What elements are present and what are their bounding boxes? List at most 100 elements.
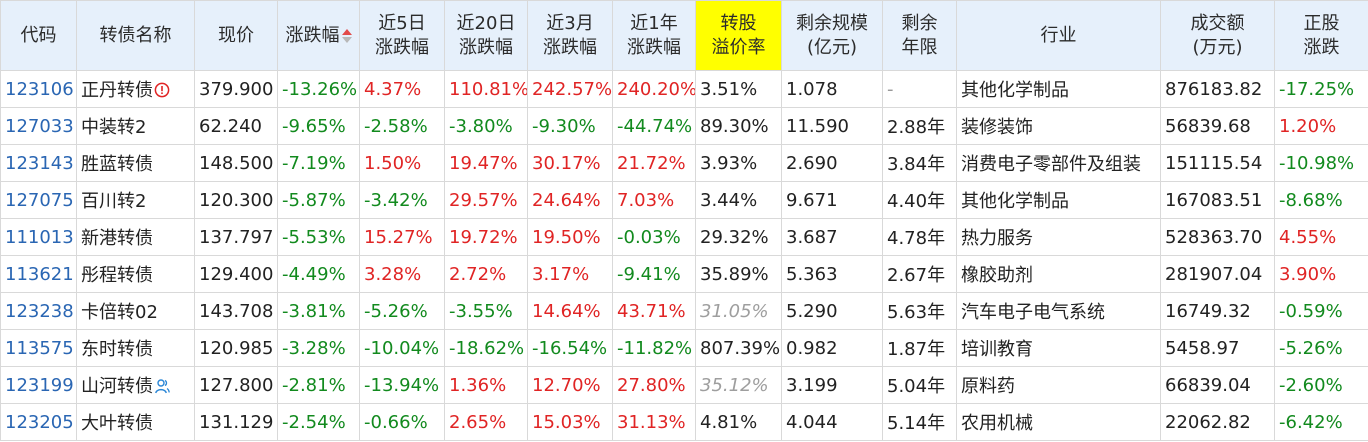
cell-price: 379.900: [194, 70, 278, 108]
cell-code[interactable]: 113621: [0, 255, 77, 293]
cell-code[interactable]: 123238: [0, 292, 77, 330]
column-header-chg1y[interactable]: 近1年 涨跌幅: [612, 0, 696, 71]
cell-code[interactable]: 127075: [0, 181, 77, 219]
table-row[interactable]: 123143 胜蓝转债 148.500 -7.19% 1.50% 19.47% 30.17%…: [0, 144, 1368, 182]
column-header-chg20d[interactable]: 近20日 涨跌幅: [444, 0, 528, 71]
column-header-sublabel: (亿元): [806, 36, 858, 58]
cell-price: 127.800: [194, 366, 278, 404]
cell-code[interactable]: 113575: [0, 329, 77, 367]
cell-change-3m: 24.64%: [527, 181, 613, 219]
cell-change-20d: 110.81%: [444, 70, 528, 108]
column-header-chg[interactable]: 涨跌幅: [277, 0, 360, 71]
column-header-turnover[interactable]: 成交额 (万元): [1160, 0, 1275, 71]
cell-code[interactable]: 123199: [0, 366, 77, 404]
cell-change-20d: 2.65%: [444, 403, 528, 441]
cell-industry: 农用机械: [956, 403, 1161, 441]
cell-industry: 培训教育: [956, 329, 1161, 367]
cell-change-20d: 19.47%: [444, 144, 528, 182]
cell-change-5d: 3.28%: [359, 255, 445, 293]
cell-stock-change: -10.98%: [1274, 144, 1368, 182]
cell-change: -2.81%: [277, 366, 360, 404]
column-header-premium[interactable]: 转股 溢价率: [695, 0, 782, 71]
table-row[interactable]: 123238 卡倍转02 143.708 -3.81% -5.26% -3.55% 14.6…: [0, 292, 1368, 330]
column-header-price[interactable]: 现价: [194, 0, 278, 71]
column-header-sublabel: (万元): [1192, 36, 1243, 58]
cell-bond-name[interactable]: 卡倍转02: [76, 292, 195, 330]
table-row[interactable]: 123205 大叶转债 131.129 -2.54% -0.66% 2.65% 15.03%…: [0, 403, 1368, 441]
column-header-name[interactable]: 转债名称: [76, 0, 195, 71]
cell-code[interactable]: 123106: [0, 70, 77, 108]
column-header-stock_chg[interactable]: 正股 涨跌: [1274, 0, 1368, 71]
cell-bond-name[interactable]: 彤程转债: [76, 255, 195, 293]
cell-code[interactable]: 127033: [0, 107, 77, 145]
column-header-chg3m[interactable]: 近3月 涨跌幅: [527, 0, 613, 71]
cell-change-3m: -16.54%: [527, 329, 613, 367]
column-header-sublabel: 溢价率: [711, 36, 766, 58]
table-row[interactable]: 127075 百川转2 120.300 -5.87% -3.42% 29.57% 24.64…: [0, 181, 1368, 219]
cell-turnover: 5458.97: [1160, 329, 1275, 367]
cell-bond-name[interactable]: 胜蓝转债: [76, 144, 195, 182]
cell-change-3m: 14.64%: [527, 292, 613, 330]
cell-stock-change: -6.42%: [1274, 403, 1368, 441]
column-header-industry[interactable]: 行业: [956, 0, 1161, 71]
cell-price: 62.240: [194, 107, 278, 145]
cell-change-3m: 242.57%: [527, 70, 613, 108]
cell-conversion-premium: 35.89%: [695, 255, 782, 293]
cell-stock-change: 3.90%: [1274, 255, 1368, 293]
cell-turnover: 876183.82: [1160, 70, 1275, 108]
column-header-label: 转股: [720, 12, 757, 34]
cell-change-1y: 21.72%: [612, 144, 696, 182]
header-row: 代码 转债名称 现价 涨跌幅 近5日 涨跌幅 近20日 涨跌幅 近3月 涨跌幅 近1年 涨跌幅 转股 溢价…: [0, 0, 1368, 71]
cell-bond-name[interactable]: 大叶转债: [76, 403, 195, 441]
cell-remaining-scale: 0.982: [781, 329, 883, 367]
cell-bond-name[interactable]: 中装转2: [76, 107, 195, 145]
column-header-code[interactable]: 代码: [0, 0, 77, 71]
cell-remaining-scale: 3.687: [781, 218, 883, 256]
table-row[interactable]: 127033 中装转2 62.240 -9.65% -2.58% -3.80% -9.30%…: [0, 107, 1368, 145]
cell-change-3m: 19.50%: [527, 218, 613, 256]
bond-name-label: 大叶转债: [81, 413, 153, 434]
column-header-chg5d[interactable]: 近5日 涨跌幅: [359, 0, 445, 71]
cell-change-5d: -2.58%: [359, 107, 445, 145]
table-row[interactable]: 123199 山河转债 127.800 -2.81% -13.94% 1.36% 12.70…: [0, 366, 1368, 404]
column-header-sublabel: 涨跌幅: [627, 36, 681, 58]
sort-indicator-icon[interactable]: [341, 28, 352, 43]
person-icon[interactable]: [154, 378, 170, 394]
cell-remaining-years: 5.14年: [882, 403, 957, 441]
column-header-label: 现价: [218, 24, 254, 46]
cell-code[interactable]: 111013: [0, 218, 77, 256]
cell-change: -4.49%: [277, 255, 360, 293]
cell-price: 129.400: [194, 255, 278, 293]
cell-conversion-premium: 35.12%: [695, 366, 782, 404]
cell-industry: 汽车电子电气系统: [956, 292, 1161, 330]
cell-stock-change: -8.68%: [1274, 181, 1368, 219]
bond-name-label: 山河转债: [81, 376, 153, 397]
cell-change-1y: 7.03%: [612, 181, 696, 219]
column-header-years[interactable]: 剩余 年限: [882, 0, 957, 71]
column-header-scale[interactable]: 剩余规模 (亿元): [781, 0, 883, 71]
cell-bond-name[interactable]: 东时转债: [76, 329, 195, 367]
table-row[interactable]: 113621 彤程转债 129.400 -4.49% 3.28% 2.72% 3.17% -9…: [0, 255, 1368, 293]
cell-industry: 其他化学制品: [956, 70, 1161, 108]
bond-name-label: 卡倍转02: [81, 302, 158, 323]
column-header-label: 近3月: [546, 12, 594, 34]
cell-conversion-premium: 3.93%: [695, 144, 782, 182]
alert-circle-icon[interactable]: [154, 82, 170, 98]
table-row[interactable]: 111013 新港转债 137.797 -5.53% 15.27% 19.72% 19.50…: [0, 218, 1368, 256]
cell-conversion-premium: 31.05%: [695, 292, 782, 330]
cell-remaining-years: 2.67年: [882, 255, 957, 293]
cell-change-20d: -18.62%: [444, 329, 528, 367]
cell-bond-name[interactable]: 山河转债: [76, 366, 195, 404]
table-row[interactable]: 113575 东时转债 120.985 -3.28% -10.04% -18.62% -16…: [0, 329, 1368, 367]
cell-price: 120.985: [194, 329, 278, 367]
bond-name-label: 彤程转债: [81, 265, 153, 286]
cell-bond-name[interactable]: 正丹转债: [76, 70, 195, 108]
table-body: 123106 正丹转债 379.900 -13.26% 4.37% 110.81% 242.…: [0, 70, 1368, 441]
cell-code[interactable]: 123143: [0, 144, 77, 182]
cell-code[interactable]: 123205: [0, 403, 77, 441]
cell-bond-name[interactable]: 新港转债: [76, 218, 195, 256]
cell-industry: 原料药: [956, 366, 1161, 404]
table-row[interactable]: 123106 正丹转债 379.900 -13.26% 4.37% 110.81% 242.…: [0, 70, 1368, 108]
cell-bond-name[interactable]: 百川转2: [76, 181, 195, 219]
